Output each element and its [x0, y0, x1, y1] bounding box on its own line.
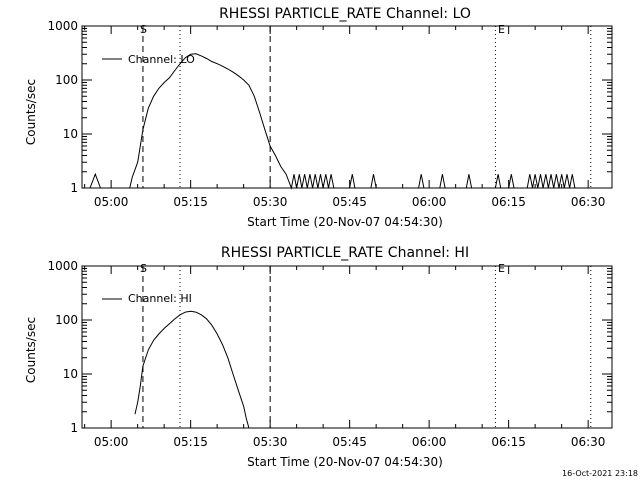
chart-title-hi: RHESSI PARTICLE_RATE Channel: HI	[221, 245, 469, 261]
y-axis-label-hi: Counts/sec	[24, 317, 38, 383]
x-tick-label-hi: 05:15	[173, 435, 208, 449]
x-tick-label-hi: 05:30	[253, 435, 288, 449]
plot-frame-lo	[81, 25, 613, 189]
timestamp-label: 16-Oct-2021 23:18	[562, 469, 638, 478]
x-tick-label-lo: 05:45	[332, 195, 367, 209]
series-line-hi	[134, 310, 250, 429]
y-tick-label-lo: 100	[55, 73, 78, 87]
legend-label-hi: Channel: HI	[128, 292, 192, 305]
y-tick-label-hi: 100	[55, 313, 78, 327]
y-tick-label-lo: 1	[70, 181, 78, 195]
panel-lo: RHESSI PARTICLE_RATE Channel: LO Counts/…	[24, 6, 613, 229]
x-axis-label-hi: Start Time (20-Nov-07 04:54:30)	[247, 455, 443, 469]
x-tick-label-lo: 05:00	[94, 195, 129, 209]
x-tick-label-lo: 05:30	[253, 195, 288, 209]
chart-title-lo: RHESSI PARTICLE_RATE Channel: LO	[219, 6, 471, 22]
x-tick-label-lo: 06:00	[412, 195, 447, 209]
plot-frame-hi	[81, 265, 613, 429]
y-tick-label-hi: 10	[63, 367, 78, 381]
x-tick-label-lo: 05:15	[173, 195, 208, 209]
x-tick-label-hi: 06:15	[491, 435, 526, 449]
marker-e-hi: E	[498, 262, 505, 275]
y-axis-label-lo: Counts/sec	[24, 79, 38, 145]
panel-hi: RHESSI PARTICLE_RATE Channel: HI Counts/…	[24, 245, 613, 469]
x-tick-label-hi: 06:30	[571, 435, 606, 449]
y-tick-label-hi: 1000	[47, 259, 78, 273]
y-tick-label-lo: 10	[63, 127, 78, 141]
y-tick-label-lo: 1000	[47, 19, 78, 33]
y-tick-label-hi: 1	[70, 421, 78, 435]
marker-s-hi: S	[140, 262, 147, 275]
x-tick-label-hi: 05:00	[94, 435, 129, 449]
x-tick-label-lo: 06:15	[491, 195, 526, 209]
x-tick-label-hi: 05:45	[332, 435, 367, 449]
marker-s-lo: S	[140, 23, 147, 36]
legend-label-lo: Channel: LO	[128, 53, 195, 66]
series-line-lo	[89, 53, 576, 190]
x-tick-label-hi: 06:00	[412, 435, 447, 449]
marker-e-lo: E	[498, 23, 505, 36]
x-axis-label-lo: Start Time (20-Nov-07 04:54:30)	[247, 215, 443, 229]
x-tick-label-lo: 06:30	[571, 195, 606, 209]
